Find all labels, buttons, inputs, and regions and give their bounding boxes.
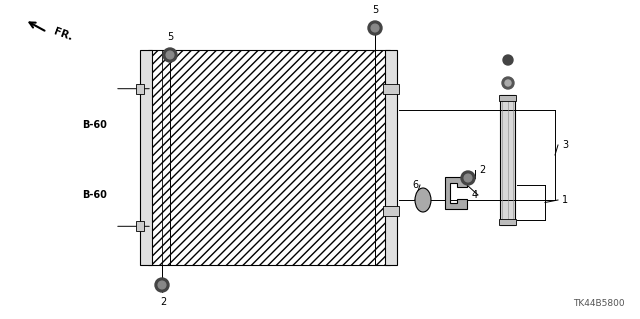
Text: 2: 2 [479, 165, 485, 175]
Text: FR.: FR. [52, 26, 74, 42]
Text: 5: 5 [167, 32, 173, 42]
Bar [383, 84, 399, 94]
Polygon shape [445, 177, 467, 209]
Circle shape [158, 281, 166, 289]
Circle shape [502, 77, 514, 89]
Circle shape [505, 80, 511, 86]
Ellipse shape [415, 188, 431, 212]
Text: B-60: B-60 [83, 190, 108, 200]
Bar [499, 219, 516, 225]
Text: TK44B5800: TK44B5800 [214, 151, 326, 169]
Text: B-60: B-60 [83, 120, 108, 130]
Bar [148, 50, 390, 265]
Text: 3: 3 [562, 140, 568, 150]
Circle shape [464, 174, 472, 182]
Text: 2: 2 [160, 297, 166, 307]
Text: 4: 4 [472, 190, 478, 200]
Circle shape [166, 51, 174, 59]
Circle shape [155, 278, 169, 292]
Bar [136, 84, 144, 94]
Text: 5: 5 [372, 5, 378, 15]
Bar [500, 95, 515, 225]
Bar [383, 206, 399, 216]
Bar [140, 50, 152, 265]
Text: TK44B5800: TK44B5800 [573, 299, 625, 308]
Circle shape [368, 21, 382, 35]
Circle shape [461, 171, 475, 185]
Circle shape [163, 48, 177, 62]
Bar [385, 50, 397, 265]
Bar [136, 221, 144, 231]
Text: 1: 1 [562, 195, 568, 205]
Circle shape [503, 55, 513, 65]
Circle shape [371, 24, 379, 32]
Text: 6: 6 [412, 180, 418, 190]
Bar [499, 95, 516, 101]
